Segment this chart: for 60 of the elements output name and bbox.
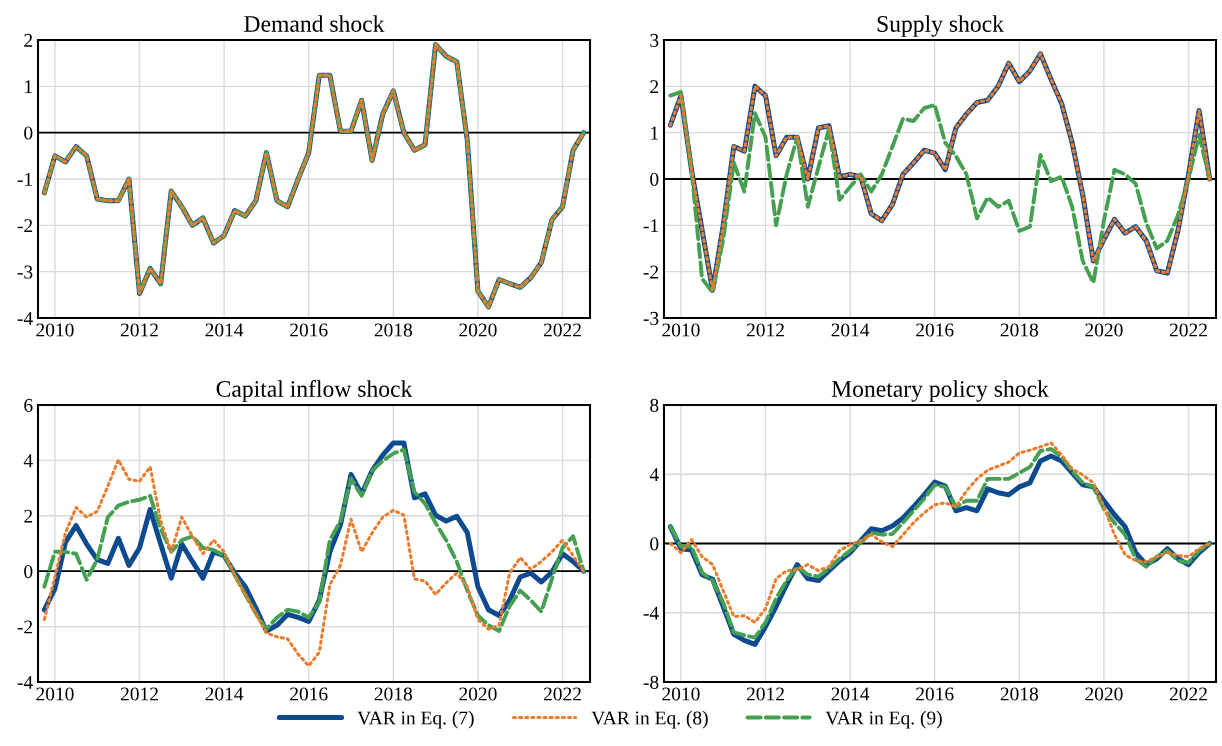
y-tick-label: -3 <box>17 265 33 279</box>
x-tick-label: 2014 <box>831 323 870 337</box>
x-tick-label: 2020 <box>1085 323 1123 337</box>
y-tick-label: 3 <box>650 33 659 47</box>
y-tick-label: -2 <box>643 265 659 279</box>
x-tick-label: 2012 <box>120 323 158 337</box>
y-tick-label: 1 <box>651 126 658 140</box>
y-tick-label: 4 <box>23 454 33 468</box>
y-tick-label: -4 <box>643 606 659 620</box>
y-tick-label: 8 <box>650 398 659 412</box>
y-tick-label: -2 <box>17 219 33 233</box>
x-tick-label: 2016 <box>290 687 328 701</box>
x-tick-label: 2018 <box>1000 687 1039 701</box>
y-tick-label: 6 <box>24 398 33 412</box>
x-tick-label: 2014 <box>205 323 244 337</box>
legend-label: VAR in Eq. (8) <box>591 710 708 729</box>
x-tick-label: 2018 <box>374 687 413 701</box>
y-tick-label: 0 <box>650 172 659 186</box>
y-tick-label: -1 <box>643 219 658 233</box>
x-tick-label: 2018 <box>1000 323 1039 337</box>
x-tick-label: 2022 <box>1169 687 1207 701</box>
y-tick-label: 0 <box>24 126 33 140</box>
chart-title: Demand shock <box>244 15 385 32</box>
x-tick-label: 2014 <box>831 687 870 701</box>
y-tick-label: -3 <box>643 311 659 325</box>
y-tick-label: 4 <box>649 468 659 481</box>
x-tick-label: 2020 <box>459 323 497 337</box>
chart-title: Monetary policy shock <box>831 380 1049 402</box>
x-tick-label: 2014 <box>205 687 244 701</box>
x-tick-label: 2022 <box>543 323 581 337</box>
x-tick-label: 2012 <box>120 687 158 701</box>
y-tick-label: -4 <box>17 675 33 689</box>
y-tick-label: 2 <box>24 33 33 47</box>
y-tick-label: 0 <box>650 537 659 551</box>
x-tick-label: 2020 <box>459 687 497 701</box>
x-tick-label: 2010 <box>662 687 700 701</box>
x-tick-label: 2010 <box>662 323 700 337</box>
x-tick-label: 2020 <box>1085 687 1123 701</box>
y-tick-label: 1 <box>25 80 32 94</box>
y-tick-label: -4 <box>17 311 33 325</box>
chart-title: Supply shock <box>877 15 1004 37</box>
chart-title: Capital inflow shock <box>216 380 413 402</box>
x-tick-label: 2012 <box>746 687 784 701</box>
x-tick-label: 2016 <box>916 323 954 337</box>
y-tick-label: 0 <box>24 565 33 579</box>
x-tick-label: 2012 <box>746 323 784 337</box>
y-tick-label: 2 <box>650 80 659 94</box>
y-tick-label: -1 <box>17 172 32 186</box>
y-tick-label: -2 <box>17 620 33 634</box>
x-tick-label: 2016 <box>916 687 954 701</box>
x-tick-label: 2010 <box>36 687 74 701</box>
y-tick-label: 2 <box>24 509 33 523</box>
x-tick-label: 2022 <box>543 687 581 701</box>
y-tick-label: -8 <box>643 675 659 689</box>
x-tick-label: 2022 <box>1169 323 1207 337</box>
legend-label: VAR in Eq. (7) <box>357 710 474 729</box>
x-tick-label: 2010 <box>36 323 74 337</box>
x-tick-label: 2016 <box>290 323 328 337</box>
legend-label: VAR in Eq. (9) <box>825 710 942 729</box>
x-tick-label: 2018 <box>374 323 413 337</box>
